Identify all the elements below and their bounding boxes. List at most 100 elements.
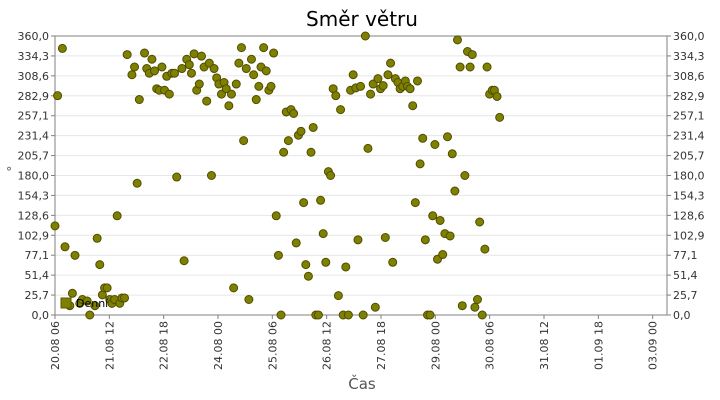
data-point	[378, 81, 388, 91]
data-point	[112, 211, 122, 221]
data-point	[196, 51, 206, 61]
data-point	[239, 136, 249, 146]
x-tick-label: 29.08 00	[429, 321, 442, 370]
data-point	[420, 235, 430, 245]
data-point	[475, 217, 485, 227]
x-tick-label: 24.08 00	[212, 321, 225, 370]
data-point	[189, 49, 199, 59]
legend-swatch	[60, 297, 72, 309]
data-point	[308, 122, 318, 132]
data-point	[303, 271, 313, 281]
data-point	[234, 58, 244, 68]
data-point	[127, 70, 137, 80]
data-point	[388, 257, 398, 267]
data-point	[269, 48, 279, 58]
data-point	[140, 48, 150, 58]
data-point	[296, 126, 306, 136]
data-point	[366, 89, 376, 99]
data-point	[470, 302, 480, 312]
data-point	[353, 235, 363, 245]
data-point	[331, 91, 341, 101]
x-tick-label: 22.08 18	[158, 321, 171, 370]
data-point	[480, 244, 490, 254]
data-point	[254, 81, 264, 91]
x-tick-label: 25.08 06	[266, 321, 279, 370]
x-tick-label: 01.09 18	[592, 321, 605, 370]
data-point	[333, 291, 343, 301]
data-point	[224, 101, 234, 111]
y-axis-right-ticks: 0,0 25,7 51,4 77,1 102,9 128,6 154,3 180,0 205,7…	[667, 30, 705, 322]
data-point	[447, 149, 457, 159]
data-point	[326, 171, 336, 180]
data-point	[301, 260, 311, 270]
data-point	[316, 195, 326, 205]
y-tick-label-left: 180,0	[18, 170, 50, 183]
data-point	[276, 310, 286, 320]
data-point	[405, 84, 415, 94]
data-point	[221, 84, 231, 94]
data-point	[425, 310, 435, 320]
data-point	[130, 62, 140, 72]
data-point	[383, 70, 393, 80]
y-tick-label-left: 205,7	[18, 150, 50, 163]
data-point	[266, 81, 276, 91]
data-point	[122, 50, 132, 60]
data-point	[271, 211, 281, 221]
data-point	[457, 301, 467, 311]
x-tick-label: 27.08 18	[375, 321, 388, 370]
y-tick-label-left: 51,4	[25, 269, 50, 282]
data-point	[467, 50, 477, 60]
data-point	[492, 91, 502, 101]
data-point	[356, 81, 366, 91]
data-point	[92, 233, 102, 243]
grid	[55, 35, 667, 316]
data-point	[95, 260, 105, 270]
data-point	[85, 310, 95, 320]
data-point	[336, 105, 346, 115]
x-tick-label: 30.08 06	[484, 321, 497, 370]
data-point	[495, 112, 505, 122]
data-point	[170, 68, 180, 78]
data-point	[50, 221, 60, 231]
data-point	[460, 171, 470, 180]
legend: Denní	[60, 297, 109, 310]
y-tick-label-left: 231,4	[18, 130, 50, 143]
data-point	[291, 238, 301, 248]
y-tick-label-right: 308,6	[673, 70, 705, 83]
data-point	[172, 172, 182, 182]
data-point	[313, 310, 323, 320]
x-axis-ticks: 20.08 06 21.08 12 22.08 18 24.08 00 25.08 06…	[49, 315, 660, 370]
y-tick-label-right: 360,0	[673, 30, 705, 43]
data-point	[231, 79, 241, 89]
data-point	[435, 215, 445, 225]
data-point	[289, 109, 299, 118]
data-point	[184, 60, 194, 70]
y-tick-label-left: 102,9	[18, 229, 50, 242]
data-point	[177, 64, 187, 74]
data-point	[318, 229, 328, 239]
data-point	[348, 70, 358, 80]
y-tick-label-left: 334,3	[18, 50, 50, 63]
data-point	[415, 159, 425, 169]
data-point	[251, 95, 261, 105]
data-point	[455, 62, 465, 72]
data-point	[259, 43, 269, 53]
data-point	[60, 242, 70, 252]
y-tick-label-right: 180,0	[673, 170, 705, 183]
y-tick-label-left: 128,6	[18, 209, 50, 222]
data-point	[179, 256, 189, 266]
y-axis-label: °	[6, 165, 12, 179]
y-tick-label-right: 0,0	[673, 309, 691, 322]
x-axis-label: Čas	[348, 374, 376, 393]
data-point	[164, 89, 174, 99]
y-tick-label-right: 128,6	[673, 209, 705, 222]
data-point	[279, 147, 289, 157]
y-tick-label-right: 51,4	[673, 269, 698, 282]
data-point	[380, 233, 390, 242]
data-point	[67, 288, 77, 298]
data-point	[370, 302, 380, 312]
data-point	[363, 143, 373, 153]
data-point	[299, 198, 309, 208]
data-point	[70, 250, 80, 260]
